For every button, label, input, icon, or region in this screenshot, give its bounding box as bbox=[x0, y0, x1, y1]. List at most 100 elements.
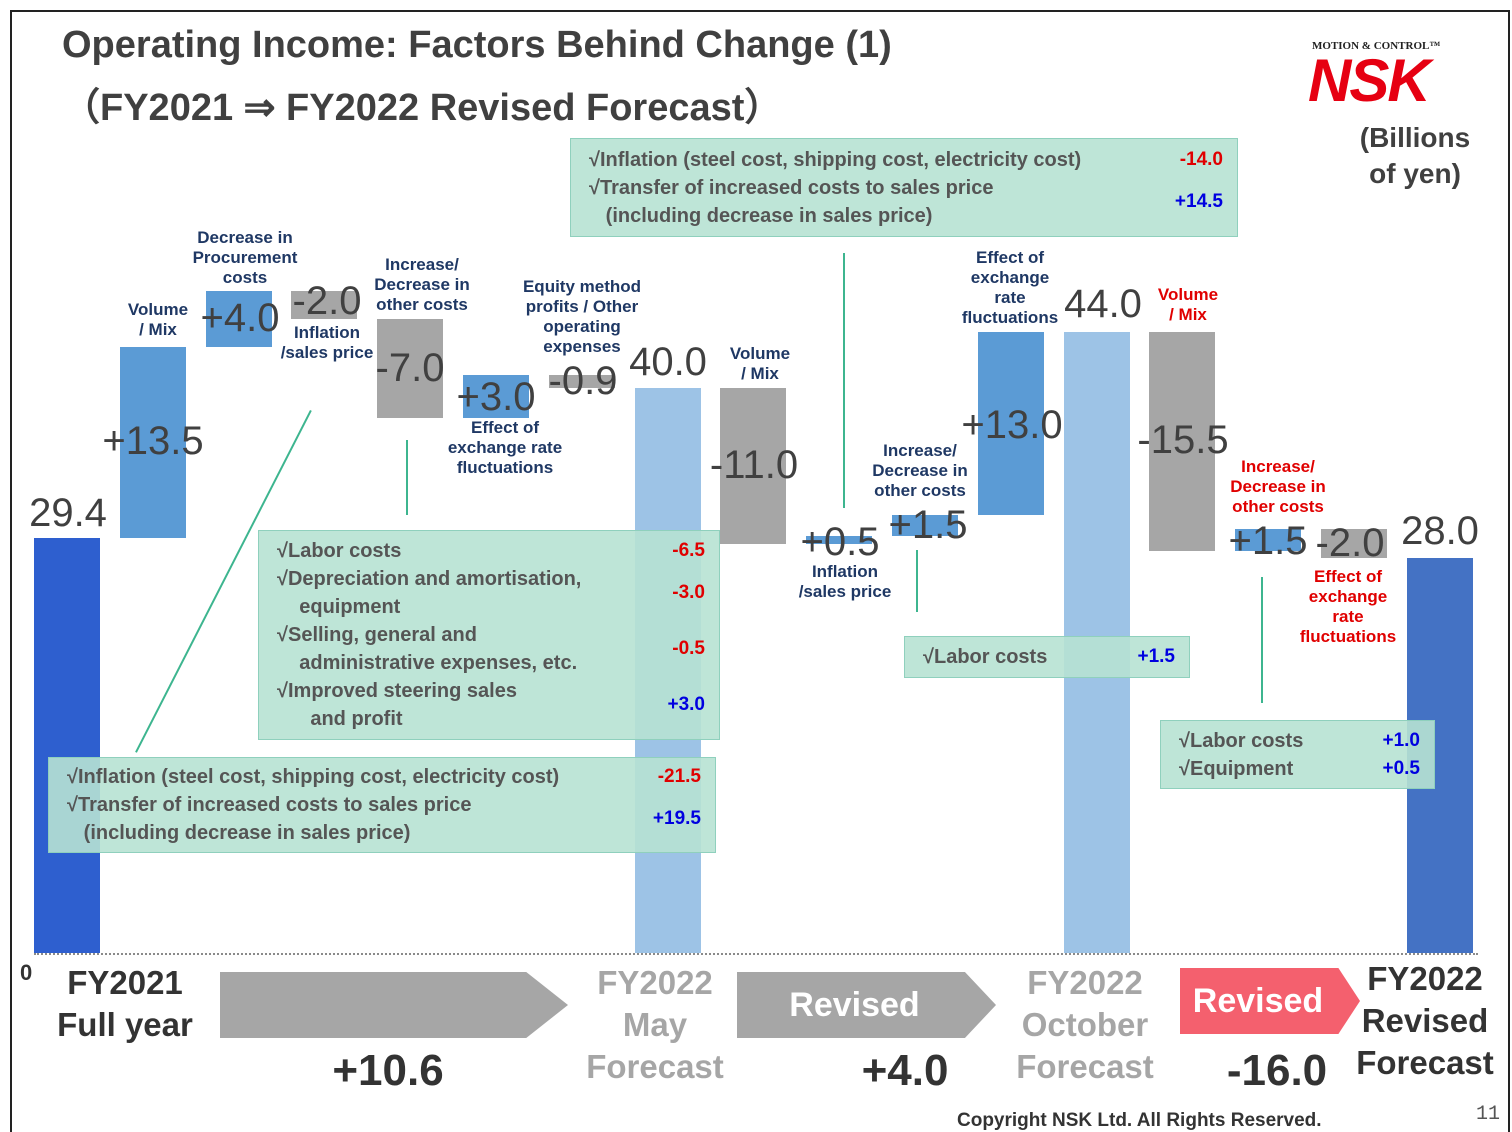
value-label: 44.0 bbox=[1064, 282, 1142, 326]
annotation-value: +3.0 bbox=[667, 694, 705, 715]
value-label: +4.0 bbox=[200, 296, 280, 340]
annotation-box: √Labor costs +1.0 √Equipment +0.5 bbox=[1160, 720, 1435, 789]
annotation-row: √Depreciation and amortisation, equipmen… bbox=[277, 565, 705, 621]
annotation-row: √Selling, general and administrative exp… bbox=[277, 621, 705, 677]
category-label: Increase/ Decrease in other costs bbox=[872, 441, 968, 500]
annotation-text: √Inflation (steel cost, shipping cost, e… bbox=[589, 148, 1082, 171]
value-label: +13.0 bbox=[961, 403, 1063, 447]
category-label: Volume / Mix bbox=[127, 300, 189, 339]
annotation-box: √Labor costs -6.5 √Depreciation and amorti… bbox=[258, 530, 720, 740]
baseline bbox=[34, 953, 1478, 955]
annotation-value: +0.5 bbox=[1382, 757, 1420, 779]
bar bbox=[720, 388, 787, 544]
transition-arrow bbox=[220, 972, 568, 1038]
value-label: -0.9 bbox=[548, 359, 618, 403]
bar bbox=[1321, 529, 1387, 558]
bar bbox=[463, 375, 529, 418]
bar bbox=[1149, 331, 1216, 551]
value-label: -11.0 bbox=[709, 443, 799, 487]
category-label: Effect of exchange rate fluctuations bbox=[447, 418, 563, 477]
annotation-row: √Equipment +0.5 bbox=[1179, 755, 1420, 783]
chart-title: Operating Income: Factors Behind Change … bbox=[62, 24, 892, 66]
annotation-value: -21.5 bbox=[657, 766, 701, 787]
bar bbox=[806, 536, 873, 544]
annotation-value: +1.5 bbox=[1137, 646, 1175, 667]
annotation-text: √Depreciation and amortisation, equipmen… bbox=[277, 568, 582, 618]
logo-tagline: MOTION & CONTROL™ bbox=[1312, 40, 1441, 52]
connector-line bbox=[916, 550, 918, 612]
connector-line bbox=[1261, 577, 1263, 703]
value-label: +0.5 bbox=[800, 520, 880, 564]
y-tick-label: 0 bbox=[20, 960, 33, 985]
annotation-value: -3.0 bbox=[672, 582, 705, 603]
annotation-text: √Selling, general and administrative exp… bbox=[277, 624, 578, 674]
category-label: Increase/ Decrease in other costs bbox=[374, 255, 470, 314]
annotation-box: √Inflation (steel cost, shipping cost, e… bbox=[570, 138, 1238, 237]
bar bbox=[119, 347, 186, 538]
category-label: Inflation /sales price bbox=[798, 562, 892, 601]
transition-arrow: Revised bbox=[737, 972, 996, 1038]
annotation-value: -14.0 bbox=[1179, 148, 1223, 170]
transition-delta: +4.0 bbox=[861, 1046, 949, 1095]
value-label: 40.0 bbox=[629, 340, 707, 384]
category-label: Volume / Mix bbox=[1157, 285, 1219, 324]
transition-delta: -16.0 bbox=[1226, 1046, 1328, 1095]
annotation-text: √Improved steering sales and profit bbox=[277, 680, 517, 730]
annotation-box: √Inflation (steel cost, shipping cost, e… bbox=[48, 757, 716, 853]
category-label: Decrease in Procurement costs bbox=[192, 228, 298, 287]
value-label: -2.0 bbox=[1315, 521, 1385, 565]
annotation-box: √Labor costs +1.5 bbox=[904, 636, 1190, 678]
annotation-value: +1.0 bbox=[1382, 729, 1420, 751]
category-label: Increase/ Decrease in other costs bbox=[1230, 457, 1326, 516]
total-label: FY2021 Full year bbox=[57, 964, 193, 1043]
bar bbox=[892, 515, 958, 537]
bar bbox=[1235, 529, 1302, 551]
value-label: 28.0 bbox=[1401, 509, 1479, 553]
annotation-text: √Transfer of increased costs to sales pr… bbox=[589, 176, 994, 227]
category-label: Inflation /sales price bbox=[280, 323, 374, 362]
total-label: FY2022 Revised Forecast bbox=[1356, 960, 1494, 1081]
slide-frame bbox=[10, 10, 1510, 1132]
value-label: 29.4 bbox=[29, 491, 107, 535]
bar bbox=[377, 319, 444, 418]
total-label: FY2022 May Forecast bbox=[586, 964, 724, 1085]
annotation-row: √Inflation (steel cost, shipping cost, e… bbox=[589, 146, 1223, 174]
annotation-row: √Labor costs +1.5 bbox=[923, 643, 1175, 671]
transition-arrow: Revised bbox=[1180, 968, 1360, 1034]
value-label: -7.0 bbox=[375, 346, 445, 390]
value-label: +1.5 bbox=[1228, 519, 1308, 563]
category-label: Equity method profits / Other operating … bbox=[522, 277, 642, 356]
page-number: 11 bbox=[1476, 1103, 1501, 1126]
annotation-row: √Labor costs -6.5 bbox=[277, 537, 705, 565]
annotation-value: +19.5 bbox=[652, 808, 701, 829]
annotation-value: -6.5 bbox=[672, 540, 705, 561]
value-label: +13.5 bbox=[102, 419, 204, 463]
connector-line bbox=[843, 253, 845, 508]
value-label: +1.5 bbox=[888, 503, 968, 547]
unit-label: (Billions of yen) bbox=[1359, 122, 1471, 189]
annotation-text: √Labor costs bbox=[923, 646, 1048, 668]
bar bbox=[548, 375, 615, 389]
annotation-value: -0.5 bbox=[672, 638, 705, 659]
value-label: -2.0 bbox=[292, 279, 362, 323]
annotation-row: √Inflation (steel cost, shipping cost, e… bbox=[67, 763, 701, 791]
logo: NSK bbox=[1308, 47, 1431, 114]
value-label: +3.0 bbox=[456, 375, 536, 419]
value-label: -15.5 bbox=[1137, 418, 1229, 462]
category-label: Volume / Mix bbox=[729, 344, 791, 383]
annotation-row: √Improved steering sales and profit +3.0 bbox=[277, 677, 705, 733]
bar bbox=[977, 331, 1044, 516]
annotation-row: √Transfer of increased costs to sales pr… bbox=[589, 174, 1223, 230]
transition-delta: +10.6 bbox=[332, 1046, 444, 1095]
annotation-text: √Labor costs bbox=[277, 540, 402, 562]
total-label: FY2022 October Forecast bbox=[1016, 964, 1154, 1085]
copyright: Copyright NSK Ltd. All Rights Reserved. bbox=[957, 1110, 1322, 1131]
annotation-text: √Labor costs bbox=[1179, 729, 1304, 752]
bar bbox=[205, 290, 272, 348]
annotation-row: √Transfer of increased costs to sales pr… bbox=[67, 791, 701, 847]
annotation-row: √Labor costs +1.0 bbox=[1179, 727, 1420, 755]
category-label: Effect of exchange rate fluctuations bbox=[1299, 567, 1397, 646]
category-label: Effect of exchange rate fluctuations bbox=[961, 248, 1059, 327]
chart-subtitle: （FY2021 ⇒ FY2022 Revised Forecast） bbox=[62, 87, 783, 129]
